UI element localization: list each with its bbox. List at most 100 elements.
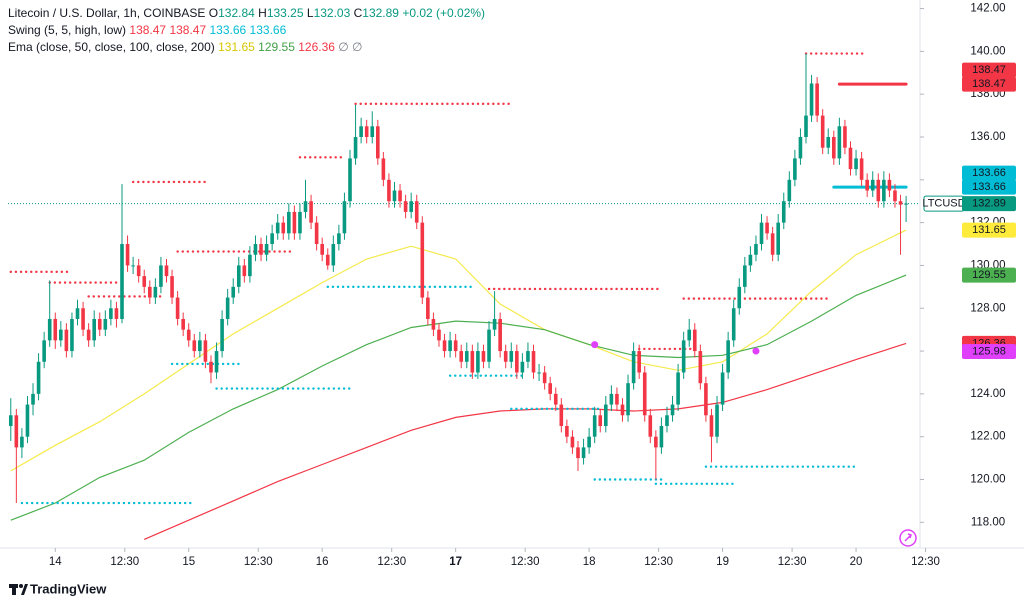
price-tag-label: 125.98 (972, 345, 1006, 357)
candle-body (826, 137, 831, 148)
plot-area (8, 52, 920, 540)
candle-body (637, 351, 641, 373)
ohlc-letter: O (209, 6, 218, 20)
candle-body (70, 318, 74, 352)
candle-body (770, 233, 775, 255)
x-tick-label: 12:30 (778, 556, 807, 568)
price-tag (962, 62, 1016, 78)
candle-body (704, 383, 708, 416)
candle-body (537, 372, 541, 374)
x-tick-label: 20 (850, 556, 863, 568)
y-tick-label: 140.00 (970, 45, 1005, 57)
candle-body (448, 340, 452, 352)
y-tick-label: 118.00 (971, 516, 1005, 528)
indicator-value: 133.66 (210, 23, 247, 37)
candle-body (548, 383, 553, 394)
candle-body (793, 158, 797, 180)
candle-body (870, 179, 875, 191)
candle-body (320, 244, 325, 255)
candle-body (59, 329, 63, 341)
candle-body (687, 329, 692, 341)
candle-body (904, 203, 908, 205)
ohlc-value: 132.84 (218, 6, 255, 20)
candle-body (20, 436, 24, 448)
candle-body (837, 126, 842, 159)
last-price-tag (962, 196, 1016, 212)
candle-body (620, 404, 625, 416)
x-tick-label: 18 (583, 556, 596, 568)
candle-body (754, 244, 758, 255)
ohlc-value: 133.25 (267, 6, 304, 20)
candle-body (553, 393, 558, 405)
candle-body (831, 137, 836, 159)
candle-body (309, 201, 313, 223)
price-tag (962, 179, 1016, 195)
y-tick-label: 136.00 (970, 131, 1005, 143)
candle-body (214, 351, 219, 373)
candle-body (609, 393, 614, 405)
ema-line (143, 342, 907, 540)
candle-body (375, 126, 380, 159)
candle-body (843, 126, 847, 148)
x-tick-label: 12:30 (244, 556, 273, 568)
candle-body (364, 126, 369, 137)
y-tick-label: 124.00 (970, 388, 1005, 400)
candle-body (103, 318, 108, 330)
candle-body (275, 222, 280, 234)
price-tag (962, 165, 1016, 181)
indicator-value: 129.55 (258, 40, 295, 54)
candle-body (381, 158, 386, 180)
ema-line (10, 229, 907, 472)
candle-body (292, 211, 297, 234)
candle-body (626, 383, 630, 416)
candle-body (509, 351, 514, 362)
price-tag (962, 267, 1016, 283)
candle-body (481, 351, 486, 362)
candle-body (42, 340, 46, 362)
candle-body (36, 361, 41, 394)
symbol-tag-label: LTCUSD (922, 197, 965, 209)
ema-cross (591, 341, 599, 349)
x-tick-label: 19 (716, 556, 729, 568)
candle-body (153, 286, 158, 298)
candle-body (14, 415, 19, 448)
candle-body (236, 265, 241, 287)
candle-body (64, 329, 69, 352)
candle-body (303, 201, 308, 212)
candle-body (654, 436, 658, 448)
candle-body (743, 265, 747, 287)
legend-line: Swing (5, 5, high, low) 138.47 138.47 13… (8, 23, 287, 37)
y-tick-label: 128.00 (970, 302, 1005, 314)
candle-body (392, 190, 397, 202)
candle-body (776, 222, 781, 255)
candle-body (459, 351, 464, 362)
candle-body (681, 340, 686, 373)
last-price-label: 132.89 (972, 197, 1006, 209)
x-tick-label: 12:30 (511, 556, 540, 568)
candle-body (787, 179, 792, 202)
candle-body (348, 158, 352, 202)
candle-body (398, 190, 402, 202)
candle-body (526, 351, 530, 362)
candle-body (464, 351, 469, 362)
candle-body (559, 404, 564, 426)
candle-body (370, 126, 375, 137)
candle-body (47, 318, 52, 341)
candle-body (75, 308, 80, 319)
candle-body (81, 308, 85, 330)
ohlc-letter: C (354, 6, 363, 20)
candle-body (181, 318, 185, 330)
candle-body (820, 115, 825, 148)
candle-body (565, 425, 569, 437)
candle-body (581, 447, 586, 459)
indicator-name: Swing (5, 5, high, low) (8, 23, 126, 37)
candle-body (698, 351, 703, 384)
candle-body (387, 179, 391, 202)
alert-icon[interactable] (899, 529, 917, 547)
candle-body (109, 308, 113, 319)
candle-body (220, 318, 224, 352)
candle-body (720, 372, 725, 405)
price-tag-label: 129.55 (972, 269, 1006, 281)
